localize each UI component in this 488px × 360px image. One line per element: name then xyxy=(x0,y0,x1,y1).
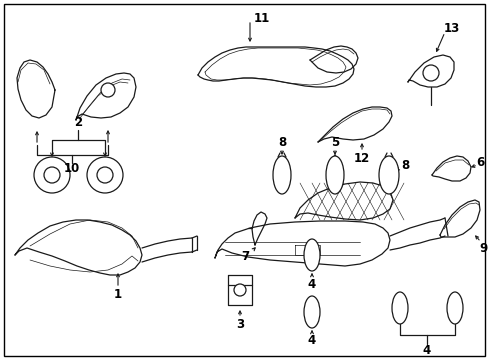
Ellipse shape xyxy=(391,292,407,324)
Ellipse shape xyxy=(304,239,319,271)
Circle shape xyxy=(422,65,438,81)
Text: 8: 8 xyxy=(277,135,285,149)
Ellipse shape xyxy=(446,292,462,324)
Text: 8: 8 xyxy=(400,158,408,171)
Circle shape xyxy=(234,284,245,296)
Ellipse shape xyxy=(304,296,319,328)
Text: 10: 10 xyxy=(64,162,80,175)
Polygon shape xyxy=(17,60,55,118)
Polygon shape xyxy=(15,220,142,275)
Polygon shape xyxy=(317,107,391,142)
Polygon shape xyxy=(76,73,136,120)
Text: 2: 2 xyxy=(74,116,82,129)
Circle shape xyxy=(87,157,123,193)
Text: 5: 5 xyxy=(330,135,339,149)
Text: 13: 13 xyxy=(443,22,459,35)
Text: 4: 4 xyxy=(307,278,315,291)
Circle shape xyxy=(97,167,113,183)
Polygon shape xyxy=(294,182,392,220)
Ellipse shape xyxy=(272,156,290,194)
Text: 4: 4 xyxy=(422,345,430,357)
Text: 12: 12 xyxy=(353,152,369,165)
Polygon shape xyxy=(407,55,453,87)
Circle shape xyxy=(44,167,60,183)
Circle shape xyxy=(34,157,70,193)
Polygon shape xyxy=(309,46,357,73)
Text: 11: 11 xyxy=(253,12,269,24)
Polygon shape xyxy=(215,221,389,266)
Polygon shape xyxy=(198,47,353,87)
Text: 4: 4 xyxy=(307,334,315,347)
Polygon shape xyxy=(439,200,479,237)
Polygon shape xyxy=(431,156,470,181)
Text: 1: 1 xyxy=(114,288,122,302)
Text: 9: 9 xyxy=(478,242,486,255)
Ellipse shape xyxy=(325,156,343,194)
Text: 6: 6 xyxy=(475,156,483,168)
Circle shape xyxy=(101,83,115,97)
Text: 7: 7 xyxy=(241,249,248,262)
Ellipse shape xyxy=(378,156,398,194)
Text: 3: 3 xyxy=(235,319,244,332)
